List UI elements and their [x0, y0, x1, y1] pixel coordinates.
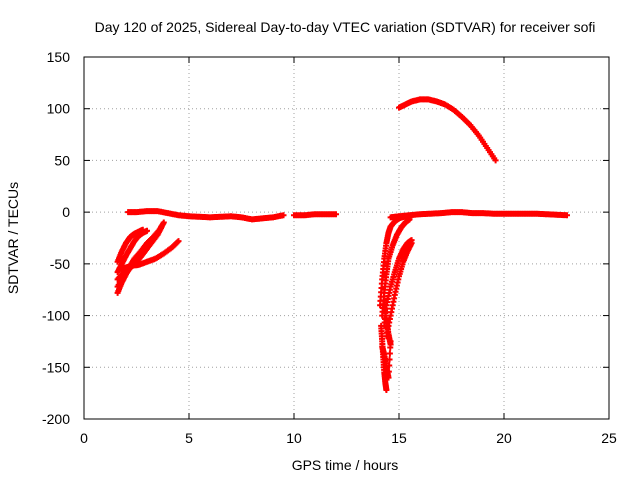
data-point	[175, 238, 182, 245]
x-tick-label: 0	[80, 430, 88, 446]
data-point	[408, 240, 415, 247]
y-tick-label: 0	[62, 204, 70, 220]
series-arc-10	[377, 212, 415, 309]
x-tick-labels: 0 5 10 15 20 25	[80, 430, 617, 446]
series-arc-5	[118, 238, 182, 273]
series-arc-6	[125, 208, 287, 223]
data-point	[383, 387, 390, 394]
data-point	[386, 350, 393, 357]
series-arc-4	[114, 226, 146, 265]
series-arc-3	[114, 227, 150, 276]
series-arc-9	[387, 209, 570, 221]
data-point	[385, 368, 392, 375]
y-tick-label: 150	[47, 49, 71, 65]
data-point	[333, 211, 339, 218]
data-point	[564, 212, 570, 219]
data-point	[408, 212, 415, 219]
chart-title: Day 120 of 2025, Sidereal Day-to-day VTE…	[95, 19, 596, 35]
data-point	[387, 341, 394, 348]
x-tick-label: 25	[601, 430, 617, 446]
data-point	[385, 374, 392, 381]
data-point	[280, 212, 287, 219]
y-tick-label: -50	[50, 256, 70, 272]
data-point	[406, 216, 413, 223]
axis-ticks	[83, 56, 610, 420]
y-tick-label: -200	[42, 411, 70, 427]
x-tick-label: 5	[185, 430, 193, 446]
y-tick-label: 100	[47, 101, 71, 117]
y-tick-labels: -200 -150 -100 -50 0 50 100 150	[42, 49, 70, 427]
data-point	[492, 157, 499, 164]
y-axis-label: SDTVAR / TECUs	[5, 182, 21, 294]
series-arc-7	[291, 211, 339, 219]
x-tick-label: 20	[496, 430, 512, 446]
y-tick-label: -100	[42, 308, 70, 324]
y-tick-label: -150	[42, 359, 70, 375]
grid-lines	[84, 57, 609, 419]
data-point	[386, 356, 393, 363]
data-point	[386, 362, 393, 369]
data-point	[139, 226, 146, 233]
x-tick-label: 15	[391, 430, 407, 446]
data-point	[160, 219, 167, 226]
series-arc-16	[381, 302, 394, 348]
x-tick-label: 10	[286, 430, 302, 446]
y-tick-label: 50	[54, 152, 70, 168]
x-axis-label: GPS time / hours	[292, 457, 399, 473]
plot-frame	[83, 56, 610, 420]
data-points	[114, 96, 570, 394]
series-arc-8	[396, 96, 499, 164]
